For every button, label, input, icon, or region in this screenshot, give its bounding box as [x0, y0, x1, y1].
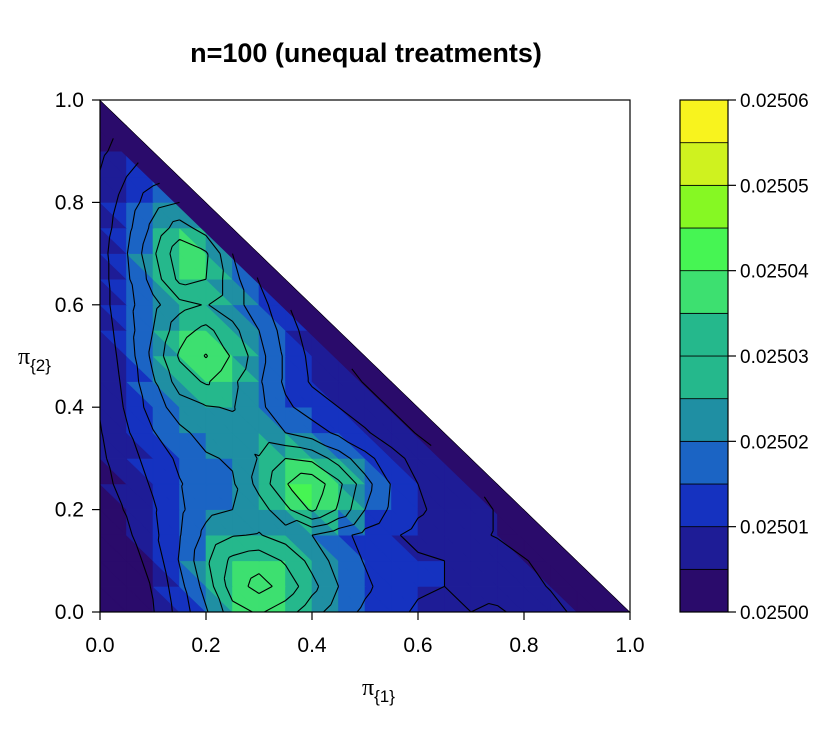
- colorbar-band: [679, 184, 729, 229]
- colorbar-band: [679, 440, 729, 485]
- y-axis-label: π{2}: [18, 344, 51, 375]
- y-axis: 0.0 0.2 0.4 0.6 0.8 1.0: [55, 89, 100, 624]
- y-tick-label: 0.4: [55, 396, 85, 419]
- x-tick-label: 0.6: [403, 634, 432, 657]
- colorbar-band: [679, 526, 729, 570]
- svg-text:π{2}: π{2}: [18, 344, 51, 375]
- colorbar-band: [679, 142, 729, 186]
- colorbar-band: [679, 312, 729, 357]
- colorbar-tick-label: 0.02504: [740, 262, 809, 283]
- y-tick-label: 0.2: [55, 499, 84, 522]
- colorbar-tick-label: 0.02503: [740, 347, 809, 368]
- x-axis-label: π{1}: [362, 675, 395, 706]
- chart-title: n=100 (unequal treatments): [190, 38, 542, 68]
- contour-line: [141, 201, 373, 612]
- contour-line: [169, 238, 343, 612]
- y-tick-label: 1.0: [55, 89, 84, 112]
- x-tick-label: 0.2: [191, 634, 220, 657]
- colorbar-band: [679, 270, 729, 314]
- contour-line: [107, 162, 507, 612]
- x-axis: 0.0 0.2 0.4 0.6 0.8 1.0: [85, 612, 645, 657]
- y-tick-label: 0.6: [55, 294, 84, 317]
- contour-line: [155, 219, 358, 612]
- y-axis-label-base: π: [18, 344, 30, 370]
- svg-text:π{1}: π{1}: [362, 675, 395, 706]
- x-axis-label-sub: {1}: [374, 687, 395, 706]
- contour-line: [126, 182, 391, 612]
- colorbar-band: [679, 398, 729, 442]
- domain-boundary-line: [100, 100, 630, 612]
- contour-line: [100, 138, 568, 612]
- plot-frame: [99, 99, 631, 613]
- y-axis-label-sub: {2}: [30, 356, 51, 375]
- colorbar-band: [679, 355, 729, 400]
- colorbar-tick-label: 0.02506: [740, 91, 809, 112]
- x-tick-label: 0.0: [85, 634, 114, 657]
- colorbar-tick-label: 0.02500: [740, 603, 809, 624]
- colorbar-band: [679, 99, 729, 144]
- contour-line: [203, 353, 326, 594]
- colorbar-band: [679, 568, 729, 613]
- colorbar: 0.02500 0.02501 0.02502 0.02503 0.02504 0.025…: [679, 91, 809, 624]
- contour-lines: [100, 100, 630, 612]
- colorbar-band: [679, 483, 729, 528]
- colorbar-band: [679, 227, 729, 272]
- y-tick-label: 0.8: [55, 191, 84, 214]
- x-tick-label: 0.4: [297, 634, 327, 657]
- x-tick-label: 1.0: [615, 634, 644, 657]
- x-axis-label-base: π: [362, 675, 374, 701]
- colorbar-tick-label: 0.02501: [740, 518, 809, 539]
- x-tick-label: 0.8: [509, 634, 538, 657]
- colorbar-tick-label: 0.02505: [740, 176, 809, 197]
- y-tick-label: 0.0: [55, 601, 84, 624]
- colorbar-tick-label: 0.02502: [740, 432, 809, 453]
